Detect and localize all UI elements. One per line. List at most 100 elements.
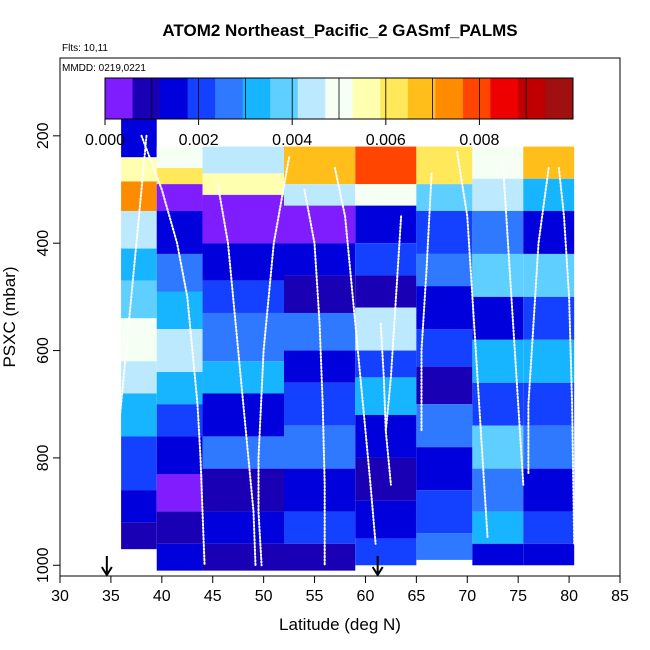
heatmap-cell — [416, 329, 473, 367]
heatmap-cell — [523, 253, 575, 297]
heatmap-cell — [156, 329, 203, 373]
heatmap-cell — [355, 538, 417, 566]
heatmap-cell — [355, 146, 417, 185]
heatmap-cell — [472, 468, 524, 512]
colorbar-tick-labels: 0.000 0.002 0.004 0.006 0.008 — [85, 119, 500, 149]
heatmap-cell — [121, 280, 157, 319]
flight-profile-trace — [109, 134, 148, 502]
heatmap-cell — [202, 543, 284, 571]
heatmap-cell — [523, 146, 575, 179]
heatmap-cell — [121, 157, 157, 182]
colorbar-swatch — [517, 78, 546, 119]
flight-profile-trace — [333, 167, 377, 545]
colorbar-swatch — [545, 78, 574, 119]
flight-profile-trace — [384, 215, 403, 433]
heatmap-cell — [472, 511, 524, 544]
heatmap-cell — [284, 243, 356, 276]
x-axis: 30 35 40 45 50 55 60 65 70 75 80 85 — [51, 575, 629, 605]
heatmap-cell — [202, 436, 284, 469]
colorbar-swatch — [462, 78, 491, 119]
heatmap-cell — [156, 146, 203, 169]
colorbar-swatch — [105, 78, 134, 119]
heatmap-cell — [472, 296, 524, 340]
colorbar-swatch — [352, 78, 381, 119]
heatmap-cell — [202, 194, 284, 244]
heatmap-cell — [202, 146, 284, 174]
heatmap-cell — [202, 511, 284, 544]
heatmap-cell — [202, 173, 284, 195]
heatmap-cell — [156, 404, 203, 437]
flight-profile-trace — [501, 161, 525, 486]
heatmap-cell — [121, 490, 157, 523]
heatmap-cell — [202, 468, 284, 512]
x-tick-label: 75 — [509, 588, 527, 605]
flight-profile-trace — [557, 167, 576, 545]
flight-profile-trace — [527, 167, 550, 475]
heatmap-cell — [156, 511, 203, 544]
flights-label: Flts: 10,11 — [62, 43, 108, 54]
colorbar-tick-label: 0.000 — [85, 132, 125, 149]
flight-profile-trace — [216, 183, 257, 567]
heatmap-cell — [523, 382, 575, 426]
heatmap-cell — [156, 543, 203, 571]
heatmap-cell — [156, 168, 203, 185]
heatmap-cell — [355, 457, 417, 501]
heatmap-cell — [416, 366, 473, 405]
heatmap-cell — [416, 490, 473, 534]
heatmap-cell — [121, 248, 157, 281]
heatmap-cell — [121, 436, 157, 491]
heatmap-cell — [355, 184, 417, 206]
y-axis: 200 400 600 800 1000 — [35, 122, 61, 583]
x-tick-label: 65 — [407, 588, 425, 605]
x-tick-label: 50 — [255, 588, 273, 605]
heatmap-cell — [121, 522, 157, 550]
heatmap-cell — [472, 178, 524, 211]
heatmap-cell — [416, 210, 473, 254]
heatmap-cell — [416, 146, 473, 185]
heatmap-cell — [284, 543, 356, 571]
heatmap-cell — [284, 468, 356, 512]
flight-profile-trace — [420, 172, 433, 433]
flight-profile-trace — [303, 188, 326, 567]
heatmap-cell — [355, 205, 417, 244]
x-tick-label: 55 — [306, 588, 324, 605]
heatmap-cell — [355, 275, 417, 308]
heatmap-cell — [523, 468, 575, 512]
heatmap-cell — [416, 447, 473, 491]
colorbar-tick-label: 0.002 — [179, 132, 219, 149]
x-tick-label: 85 — [611, 588, 629, 605]
heatmap-cell — [523, 511, 575, 544]
heatmap-cell — [284, 350, 356, 383]
heatmap-cell — [202, 361, 284, 394]
heatmap-cell — [472, 210, 524, 254]
heatmap-cell — [121, 117, 157, 158]
heatmap-layer — [121, 117, 575, 571]
heatmap-cell — [121, 361, 157, 394]
heatmap-cell — [523, 178, 575, 211]
profile-layer — [109, 134, 576, 567]
heatmap-cell — [355, 307, 417, 351]
heatmap-cell — [472, 543, 524, 566]
x-tick-label: 70 — [458, 588, 476, 605]
heatmap-cell — [523, 425, 575, 469]
date-label: MMDD: 0219,0221 — [62, 63, 146, 74]
latitude-marker-arrow — [371, 556, 384, 577]
x-tick-label: 45 — [204, 588, 222, 605]
heatmap-cell — [523, 543, 575, 566]
chart-title: ATOM2 Northeast_Pacific_2 GASmf_PALMS — [162, 21, 517, 40]
heatmap-cell — [156, 436, 203, 475]
heatmap-cell — [121, 181, 157, 211]
latitude-marker-arrow — [100, 556, 113, 577]
flight-profile-trace — [257, 156, 291, 567]
heatmap-cell — [284, 184, 356, 206]
colorbar-swatch — [297, 78, 326, 119]
heatmap-cell — [121, 393, 157, 437]
x-tick-label: 30 — [51, 588, 69, 605]
y-tick-label: 800 — [35, 444, 52, 471]
y-tick-label: 600 — [35, 337, 52, 364]
heatmap-cell — [472, 146, 524, 179]
x-tick-label: 80 — [560, 588, 578, 605]
flight-profile-trace — [379, 322, 392, 486]
heatmap-cell — [156, 210, 203, 254]
